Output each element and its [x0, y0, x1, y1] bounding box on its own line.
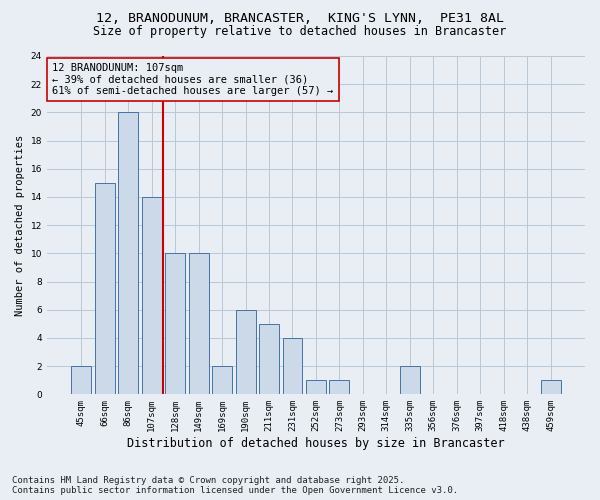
Bar: [329, 380, 349, 394]
Bar: [400, 366, 420, 394]
Bar: [236, 310, 256, 394]
Bar: [259, 324, 279, 394]
Text: 12 BRANODUNUM: 107sqm
← 39% of detached houses are smaller (36)
61% of semi-deta: 12 BRANODUNUM: 107sqm ← 39% of detached …: [52, 63, 334, 96]
Bar: [212, 366, 232, 394]
Y-axis label: Number of detached properties: Number of detached properties: [15, 134, 25, 316]
Bar: [165, 254, 185, 394]
Bar: [142, 197, 162, 394]
Bar: [118, 112, 138, 394]
Text: 12, BRANODUNUM, BRANCASTER,  KING'S LYNN,  PE31 8AL: 12, BRANODUNUM, BRANCASTER, KING'S LYNN,…: [96, 12, 504, 26]
Bar: [71, 366, 91, 394]
Bar: [95, 183, 115, 394]
Text: Contains HM Land Registry data © Crown copyright and database right 2025.
Contai: Contains HM Land Registry data © Crown c…: [12, 476, 458, 495]
Bar: [188, 254, 209, 394]
Text: Size of property relative to detached houses in Brancaster: Size of property relative to detached ho…: [94, 25, 506, 38]
X-axis label: Distribution of detached houses by size in Brancaster: Distribution of detached houses by size …: [127, 437, 505, 450]
Bar: [541, 380, 560, 394]
Bar: [283, 338, 302, 394]
Bar: [306, 380, 326, 394]
